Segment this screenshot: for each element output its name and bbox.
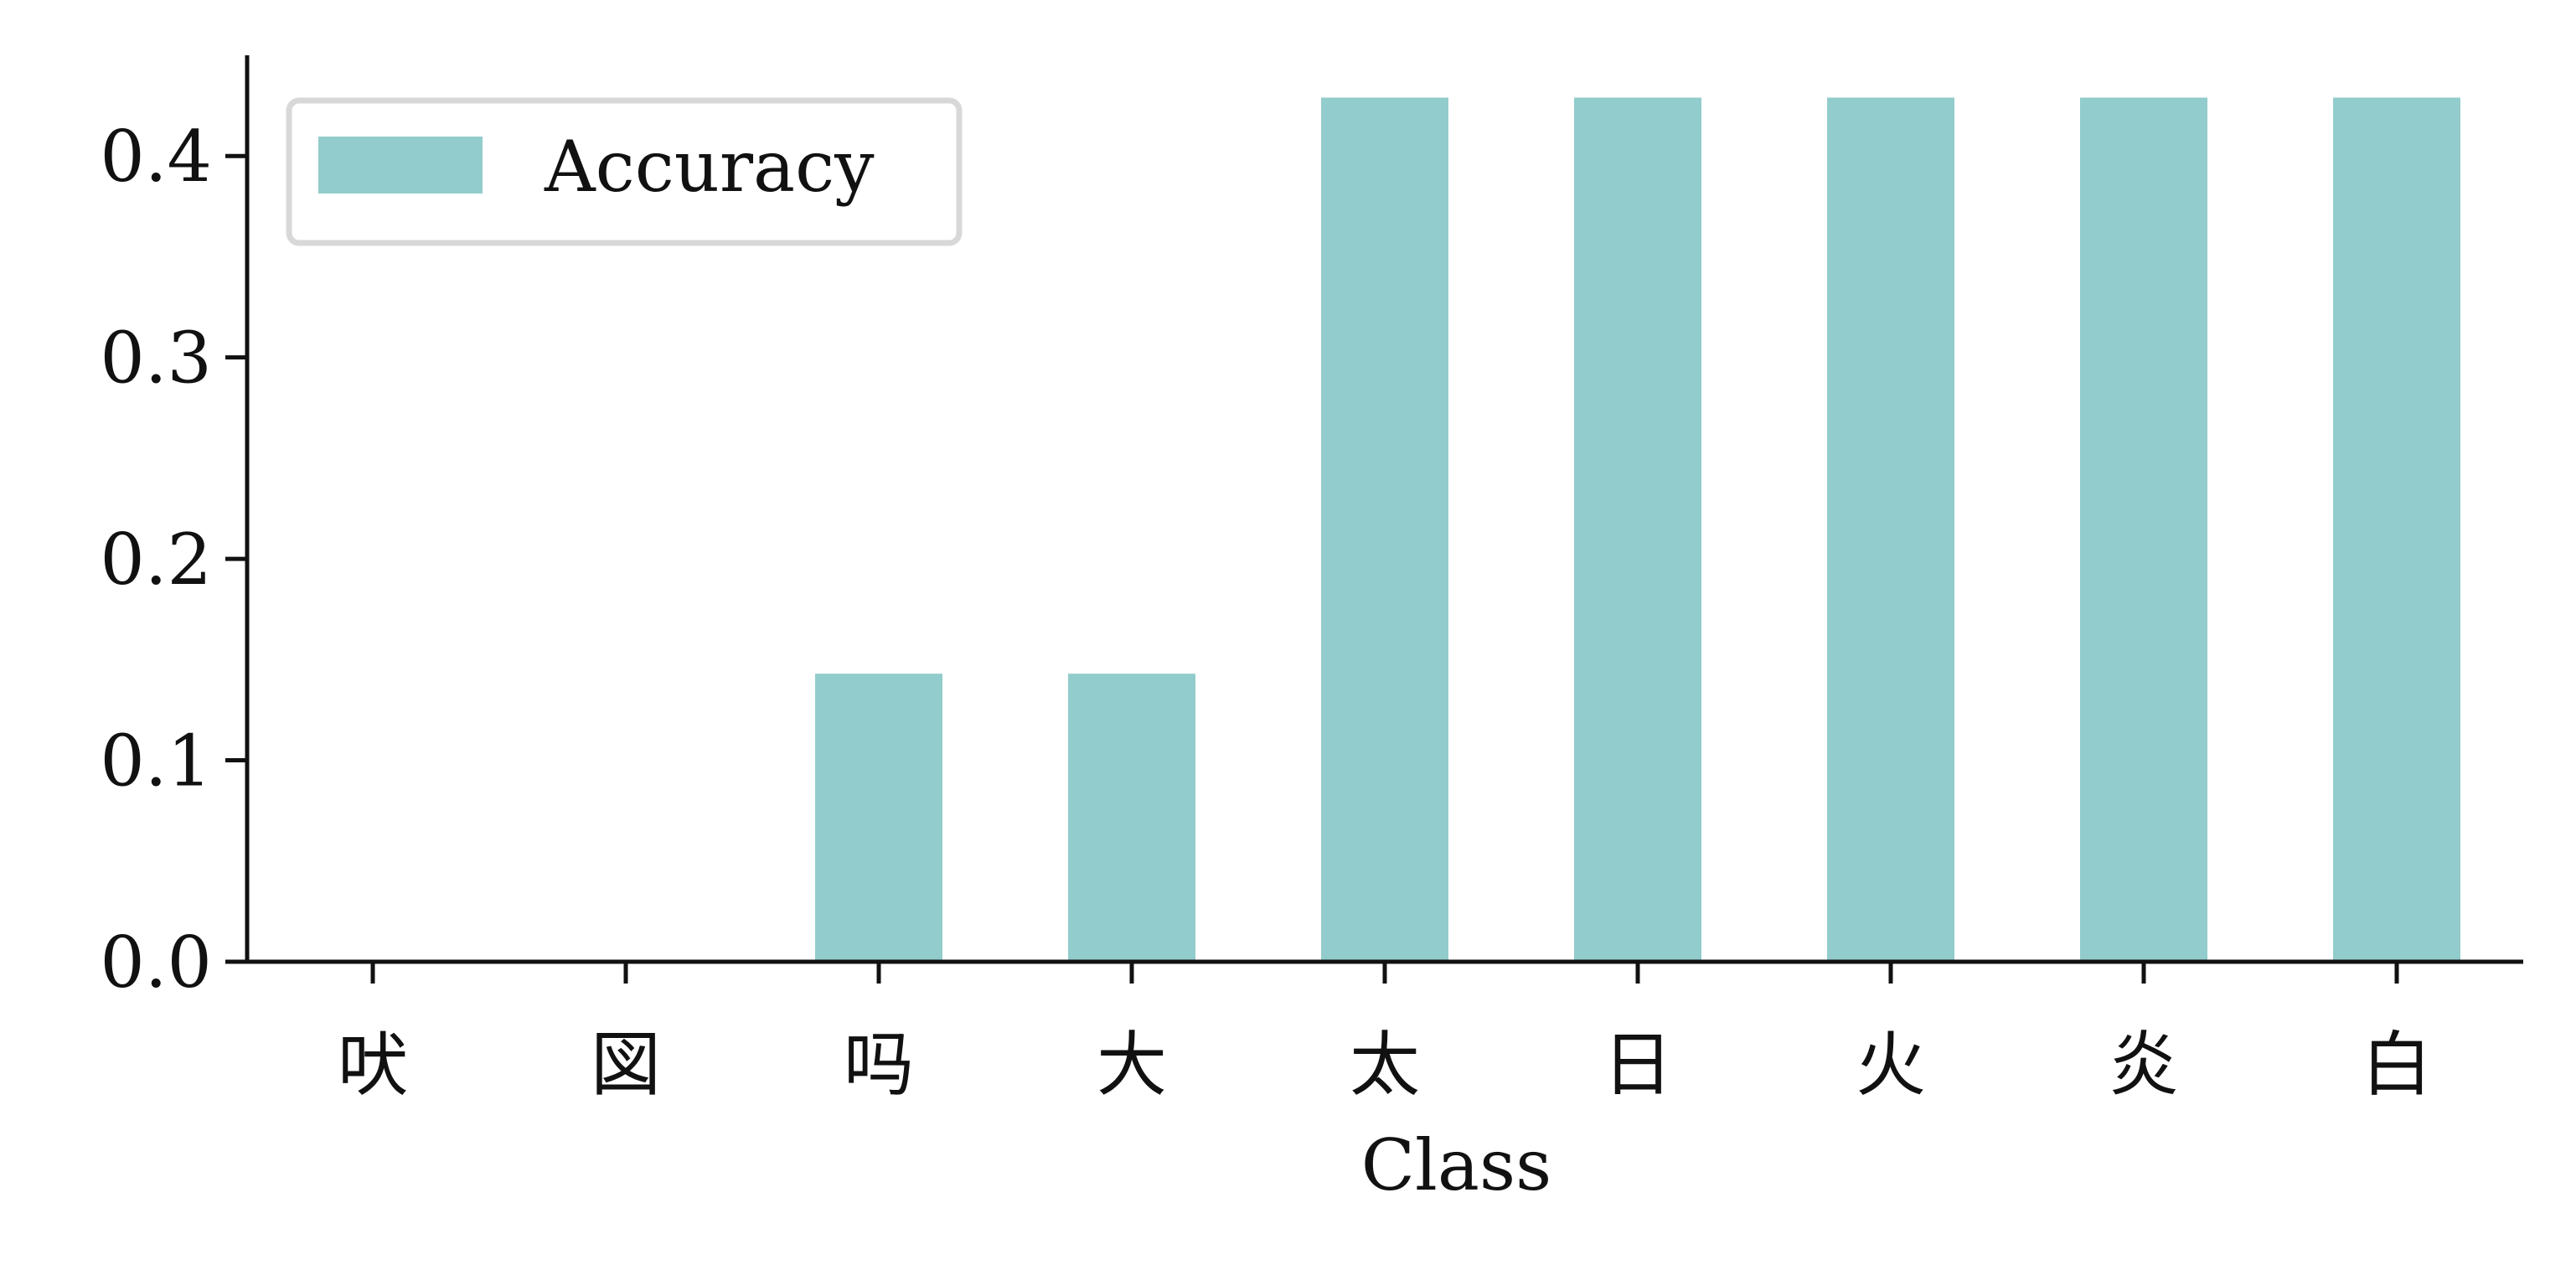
legend-swatch xyxy=(318,137,483,194)
bar-8 xyxy=(2333,97,2460,963)
y-tick-label: 0.4 xyxy=(100,116,212,198)
legend-box xyxy=(286,97,963,246)
y-ticks: 0.0 0.1 0.2 0.3 0.4 xyxy=(100,116,247,1004)
y-tick-label: 0.1 xyxy=(100,720,212,803)
x-tick-label: 太 xyxy=(1350,1024,1420,1106)
x-tick-label: 図 xyxy=(591,1024,661,1106)
bar-7 xyxy=(2080,97,2207,963)
bars-layer xyxy=(815,97,2460,963)
x-axis-title: Class xyxy=(1361,1124,1551,1206)
x-tick-label: 火 xyxy=(1856,1024,1926,1106)
x-tick-label: 白 xyxy=(2362,1024,2432,1106)
x-tick-label: 大 xyxy=(1097,1024,1167,1106)
bar-3 xyxy=(1068,674,1195,962)
legend-label-accuracy: Accuracy xyxy=(544,126,875,208)
bar-5 xyxy=(1574,97,1701,963)
x-ticks: 吠図吗大太日火炎白 xyxy=(338,962,2432,1106)
y-tick-label: 0.3 xyxy=(100,318,212,400)
y-tick-label: 0.0 xyxy=(100,922,212,1004)
x-tick-label: 日 xyxy=(1603,1024,1673,1106)
bar-2 xyxy=(815,674,942,962)
x-tick-label: 吠 xyxy=(338,1024,408,1106)
x-tick-label: 炎 xyxy=(2109,1024,2179,1106)
x-tick-label: 吗 xyxy=(844,1024,914,1106)
bar-6 xyxy=(1827,97,1954,963)
bar-4 xyxy=(1321,97,1448,963)
y-tick-label: 0.2 xyxy=(100,519,212,601)
legend: Accuracy xyxy=(286,97,963,246)
